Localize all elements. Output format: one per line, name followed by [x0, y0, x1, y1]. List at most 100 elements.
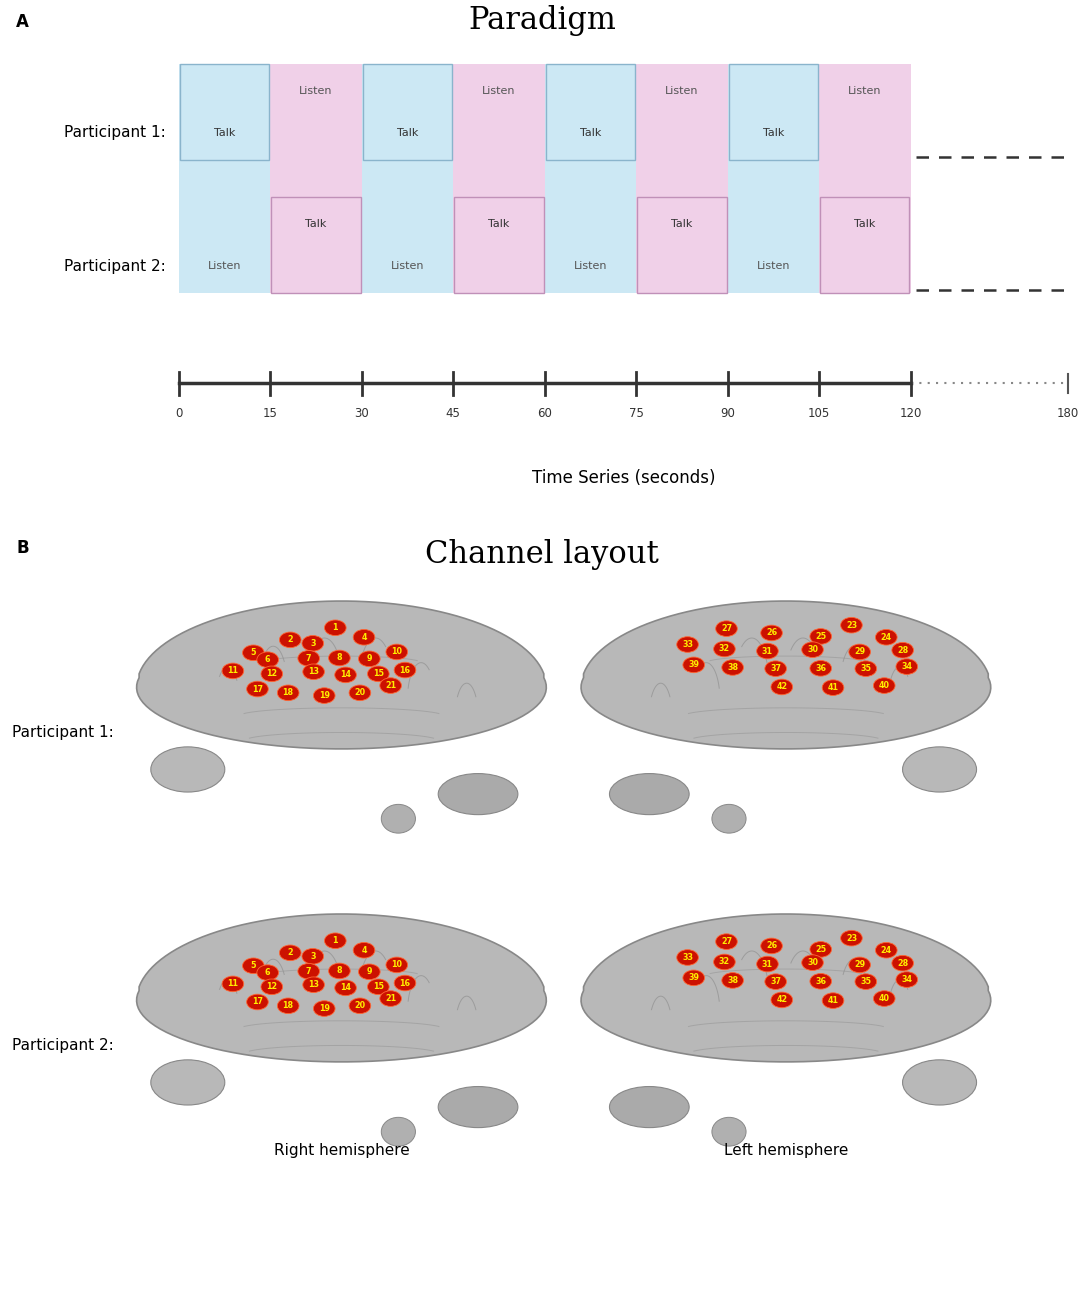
Text: 2: 2	[287, 948, 293, 957]
Text: 6: 6	[264, 655, 270, 664]
Text: 19: 19	[319, 692, 330, 700]
Text: B: B	[16, 539, 29, 556]
Circle shape	[849, 644, 870, 660]
Circle shape	[713, 642, 735, 656]
Bar	[820, 64, 911, 293]
Text: Channel layout: Channel layout	[425, 539, 659, 569]
Text: 40: 40	[879, 681, 890, 690]
Circle shape	[841, 617, 862, 633]
Circle shape	[810, 942, 831, 957]
Text: 13: 13	[308, 980, 319, 989]
Circle shape	[892, 956, 914, 970]
Circle shape	[261, 665, 283, 681]
FancyBboxPatch shape	[180, 64, 269, 160]
Circle shape	[683, 658, 705, 673]
Text: 23: 23	[846, 621, 857, 630]
Circle shape	[855, 974, 877, 989]
Polygon shape	[137, 914, 546, 1061]
Text: Talk: Talk	[306, 218, 326, 229]
Circle shape	[802, 955, 824, 970]
Text: 21: 21	[385, 994, 396, 1003]
Circle shape	[261, 978, 283, 994]
Circle shape	[367, 978, 389, 994]
Circle shape	[379, 990, 401, 1006]
Text: Participant 1:: Participant 1:	[12, 725, 114, 739]
Circle shape	[874, 990, 895, 1006]
Circle shape	[359, 651, 380, 667]
Text: Talk: Talk	[214, 128, 235, 138]
Circle shape	[810, 973, 831, 989]
Circle shape	[298, 964, 320, 980]
Text: 26: 26	[766, 629, 777, 638]
Circle shape	[247, 994, 268, 1010]
Circle shape	[302, 948, 324, 964]
Circle shape	[302, 664, 324, 680]
Circle shape	[822, 993, 843, 1009]
Circle shape	[243, 957, 264, 973]
Circle shape	[298, 651, 320, 667]
Text: 11: 11	[228, 980, 238, 989]
Text: 27: 27	[721, 625, 732, 633]
Circle shape	[841, 930, 862, 945]
Circle shape	[892, 643, 914, 658]
Text: 30: 30	[806, 646, 818, 654]
Ellipse shape	[151, 747, 224, 792]
Text: 4: 4	[361, 945, 366, 955]
Text: 105: 105	[808, 408, 830, 421]
Text: 2: 2	[287, 635, 293, 644]
Ellipse shape	[438, 773, 518, 814]
Text: 1: 1	[333, 936, 338, 945]
Text: 7: 7	[306, 967, 311, 976]
Text: 14: 14	[340, 671, 351, 680]
Circle shape	[810, 629, 831, 644]
Circle shape	[771, 992, 792, 1007]
Text: 34: 34	[901, 661, 913, 671]
Circle shape	[395, 976, 416, 990]
Text: 42: 42	[776, 682, 787, 692]
Circle shape	[715, 621, 737, 636]
Text: 25: 25	[815, 945, 826, 953]
Circle shape	[247, 681, 268, 697]
Text: Listen: Listen	[299, 85, 333, 96]
Polygon shape	[581, 601, 991, 748]
Ellipse shape	[609, 773, 689, 814]
Text: Talk: Talk	[671, 218, 693, 229]
Bar	[636, 64, 727, 293]
Text: 20: 20	[354, 1001, 365, 1010]
Circle shape	[715, 934, 737, 949]
Text: 17: 17	[251, 998, 263, 1006]
Circle shape	[313, 688, 335, 704]
Text: 90: 90	[720, 408, 735, 421]
Text: Time Series (seconds): Time Series (seconds)	[531, 468, 715, 487]
Text: 30: 30	[354, 408, 370, 421]
Text: Listen: Listen	[390, 262, 424, 271]
Text: 15: 15	[373, 669, 384, 679]
Circle shape	[359, 964, 380, 980]
Text: Listen: Listen	[757, 262, 790, 271]
Circle shape	[257, 652, 279, 668]
Text: A: A	[16, 13, 29, 32]
Text: 20: 20	[354, 688, 365, 697]
Text: Right hemisphere: Right hemisphere	[273, 1143, 410, 1159]
Text: 29: 29	[854, 647, 865, 656]
Text: 41: 41	[827, 684, 839, 692]
Circle shape	[313, 1001, 335, 1016]
FancyBboxPatch shape	[271, 197, 361, 293]
Text: 11: 11	[228, 667, 238, 676]
Text: 18: 18	[283, 688, 294, 697]
Text: 35: 35	[861, 664, 872, 673]
Bar	[453, 64, 545, 293]
Text: 42: 42	[776, 995, 787, 1005]
Bar	[545, 64, 636, 293]
Text: Listen: Listen	[482, 85, 516, 96]
Text: Participant 2:: Participant 2:	[64, 259, 166, 274]
Ellipse shape	[151, 1060, 224, 1105]
Circle shape	[328, 650, 350, 665]
Text: 13: 13	[308, 667, 319, 676]
Text: 35: 35	[861, 977, 872, 986]
Circle shape	[761, 938, 783, 953]
Circle shape	[386, 644, 408, 660]
Text: 45: 45	[446, 408, 461, 421]
Ellipse shape	[712, 805, 746, 834]
Circle shape	[757, 956, 778, 972]
